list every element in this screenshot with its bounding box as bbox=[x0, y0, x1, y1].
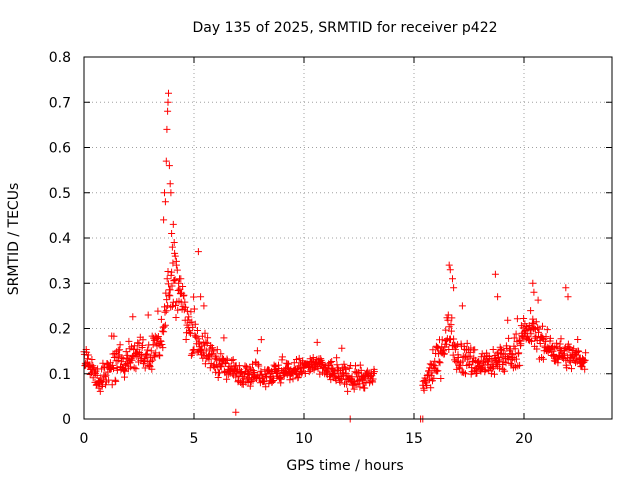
y-axis-label: SRMTID / TECUs bbox=[6, 183, 22, 296]
x-tick-label: 20 bbox=[515, 431, 533, 447]
x-tick-label: 10 bbox=[295, 431, 313, 447]
y-tick-label: 0.7 bbox=[49, 95, 71, 111]
chart-title: Day 135 of 2025, SRMTID for receiver p42… bbox=[192, 20, 497, 36]
y-tick-label: 0.1 bbox=[49, 367, 71, 383]
y-tick-label: 0.6 bbox=[49, 141, 71, 157]
x-tick-label: 0 bbox=[80, 431, 89, 447]
series-markers bbox=[80, 89, 590, 423]
y-tick-label: 0.3 bbox=[49, 276, 71, 292]
y-tick-label: 0 bbox=[62, 412, 71, 428]
y-tick-label: 0.8 bbox=[49, 50, 71, 66]
x-axis-label: GPS time / hours bbox=[286, 458, 403, 474]
y-tick-label: 0.2 bbox=[49, 322, 71, 338]
data-points bbox=[80, 89, 590, 423]
y-tick-label: 0.5 bbox=[49, 186, 71, 202]
grid bbox=[84, 57, 612, 419]
y-tick-label: 0.4 bbox=[49, 231, 71, 247]
axis-ticks: 0 5 10 15 20 0 0.1 0.2 0.3 0.4 0.5 0.6 0.7 0.8 bbox=[49, 50, 612, 447]
x-tick-label: 5 bbox=[190, 431, 199, 447]
x-tick-label: 15 bbox=[405, 431, 423, 447]
